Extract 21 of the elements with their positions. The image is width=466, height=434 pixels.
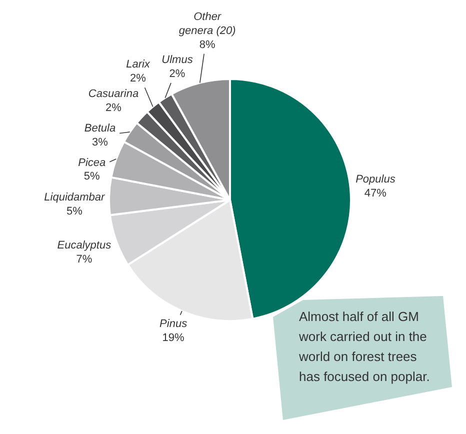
slice-label: Pinus <box>160 318 188 330</box>
data-label: 7% <box>76 254 92 266</box>
slice-label: Populus <box>356 173 396 186</box>
slice-label: Liquidambar <box>44 191 106 204</box>
data-label: 5% <box>66 205 83 218</box>
slice-label: Other genera (20) <box>178 10 236 37</box>
slice-label: Picea <box>78 156 106 169</box>
data-label: 47% <box>364 187 387 200</box>
text: Almost half of all GM work carried out in the world on forest trees has focused on poplar. <box>299 308 431 386</box>
slice-label: Ulmus <box>162 54 194 66</box>
slice-label: Larix <box>126 58 150 71</box>
data-label: 3% <box>92 136 108 149</box>
data-label: 8% <box>199 38 216 51</box>
data-label: 2% <box>106 102 122 114</box>
slice-label: Eucalyptus <box>57 240 112 252</box>
slice-label: Betula <box>84 122 116 135</box>
slice-label: Casuarina <box>88 88 139 100</box>
data-label: 19% <box>162 332 185 344</box>
data-label: 5% <box>84 170 100 183</box>
data-label: 2% <box>130 72 146 85</box>
data-label: 2% <box>169 68 186 80</box>
